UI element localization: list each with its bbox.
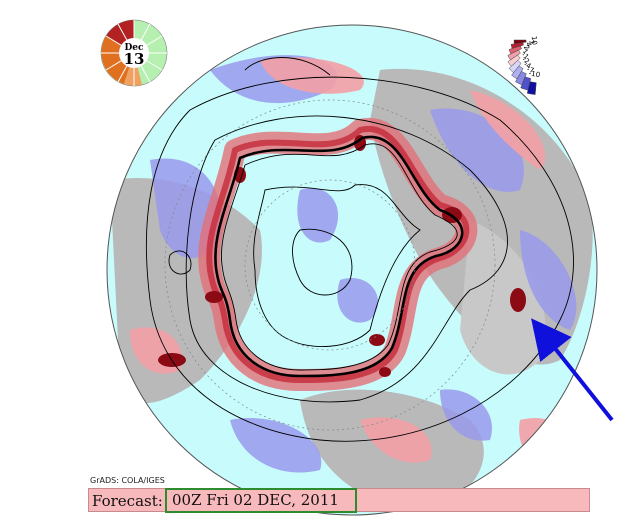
forecast-label: Forecast: (92, 492, 163, 510)
day-dial-month: Dec (124, 43, 144, 53)
legend-swatch (526, 81, 537, 95)
legend-tick: -1 (520, 51, 531, 62)
graphics-credit: GrADS: COLA/IGES (90, 476, 165, 485)
height-contours (146, 57, 574, 442)
legend-tick: -2 (520, 55, 530, 66)
map-border (106, 24, 598, 516)
legend-tick: -10 (528, 69, 541, 79)
forecast-highlight-box: 00Z Fri 02 DEC, 2011 (165, 488, 357, 513)
day-dial: Dec 13 (100, 19, 168, 87)
legend-tick: 10 (530, 36, 539, 45)
thick-contour (214, 135, 464, 378)
day-dial-day: 13 (124, 50, 145, 68)
latitude-circles (164, 99, 496, 431)
forecast-time: 00Z Fri 02 DEC, 2011 (172, 491, 339, 509)
annotation-arrow (531, 318, 614, 422)
polar-projection-disk (107, 25, 597, 515)
legend-tick: -7 (526, 65, 535, 75)
legend-tick: 7 (527, 39, 536, 45)
legend-tick: 4 (524, 41, 533, 49)
land-mass (460, 220, 546, 375)
forecast-bar: Forecast: 00Z Fri 02 DEC, 2011 (88, 488, 590, 513)
legend-tick: 1 (521, 47, 530, 55)
legend-tick: 2 (522, 44, 531, 52)
legend-tick: -4 (523, 60, 533, 71)
